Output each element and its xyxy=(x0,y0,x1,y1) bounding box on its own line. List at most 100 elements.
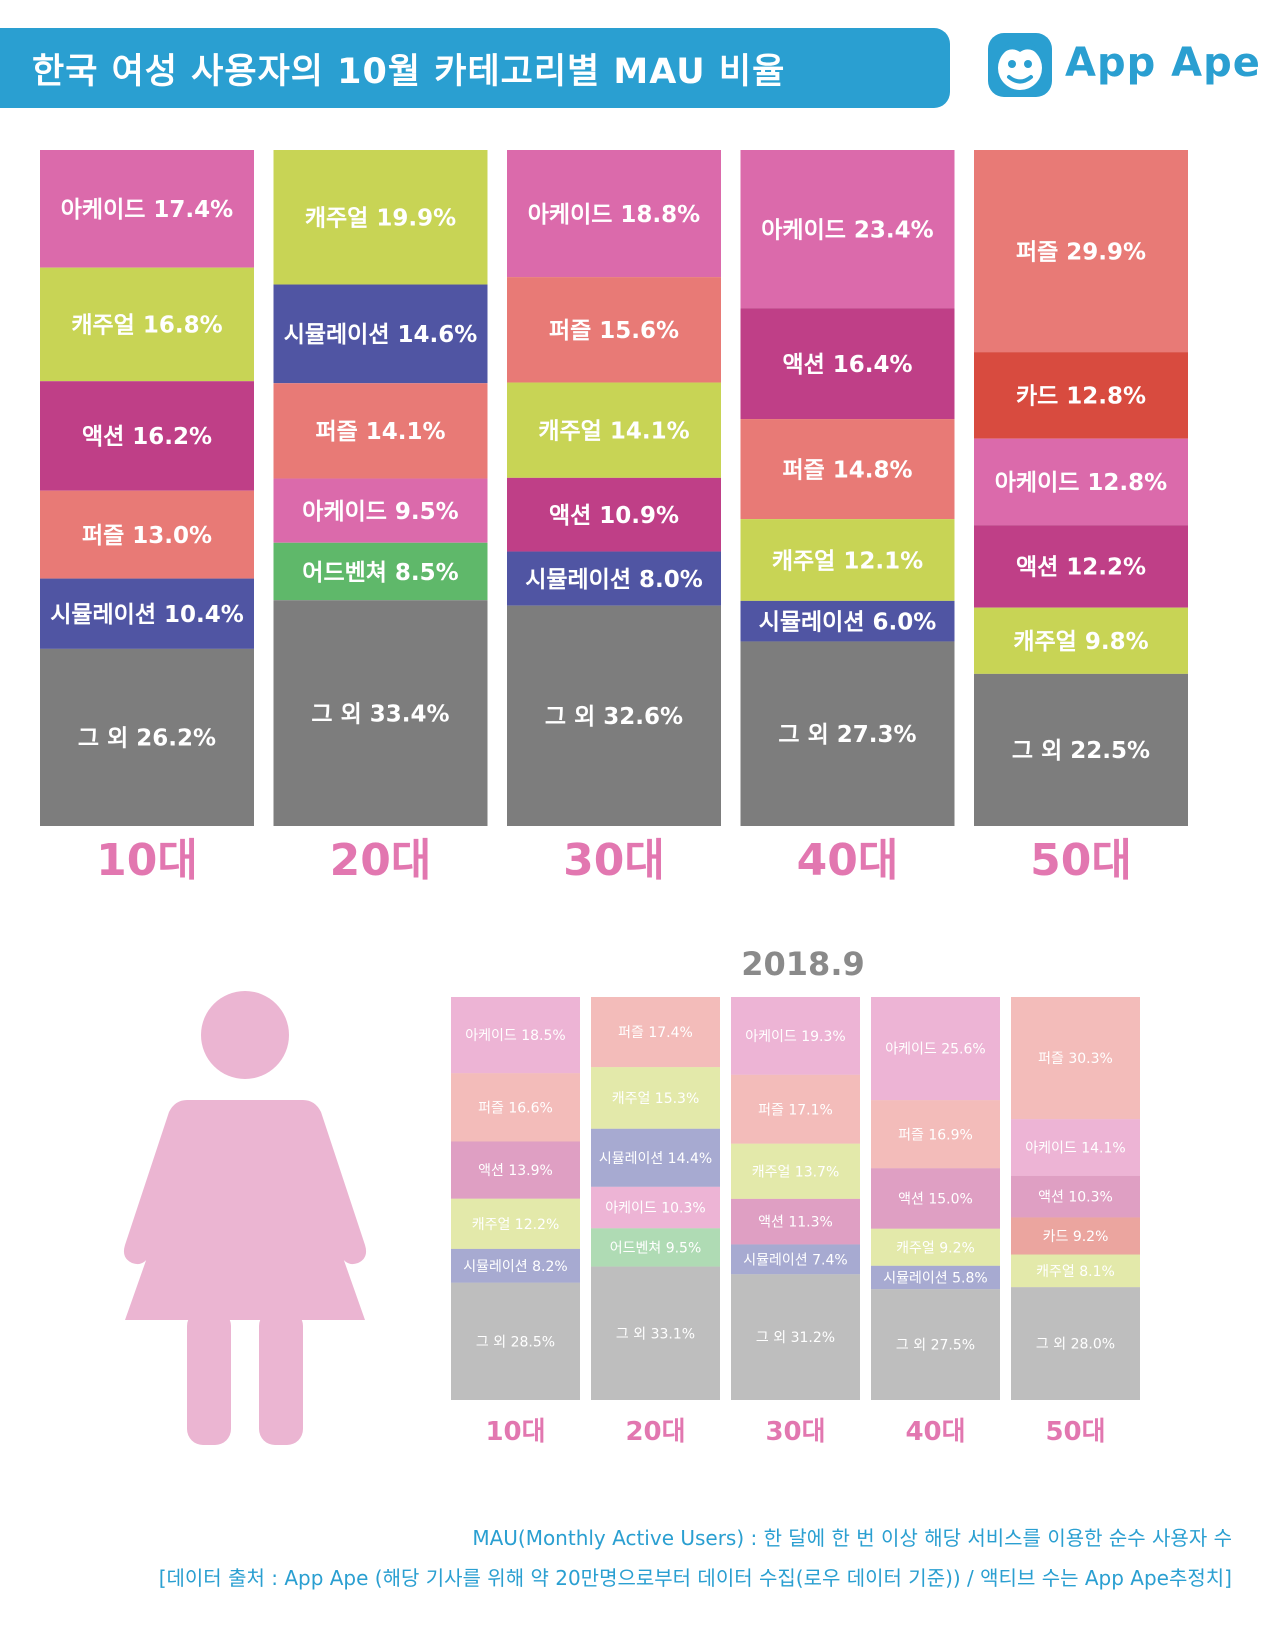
bar-segment xyxy=(507,150,721,278)
bar-segment xyxy=(40,490,254,579)
segment-label: 아케이드 18.5% xyxy=(465,1028,565,1044)
segment-label: 시뮬레이션 14.4% xyxy=(599,1151,712,1167)
segment-label: 시뮬레이션 8.2% xyxy=(463,1259,567,1275)
bar-segment xyxy=(1011,1254,1140,1288)
segment-label: 아케이드 9.5% xyxy=(302,499,458,525)
bar-stack-40대: 아케이드 23.4% 액션 16.4% 퍼즐 14.8% 캐주얼 12.1% 시뮬레이션… xyxy=(740,150,955,826)
bar-segment xyxy=(40,648,254,826)
bar-segment xyxy=(731,1274,860,1400)
bar-segment xyxy=(591,1128,720,1187)
bar-stack-30대: 아케이드 18.8% 퍼즐 15.6% 캐주얼 14.1% 액션 10.9% 시뮬레이션… xyxy=(507,150,721,826)
bar-segment xyxy=(974,673,1188,826)
bar-segment xyxy=(507,277,721,383)
bar-stack-50대: 퍼즐 29.9% 카드 12.8% 아케이드 12.8% 액션 12.2% 캐주얼 9.… xyxy=(974,150,1188,826)
segment-label: 아케이드 12.8% xyxy=(995,470,1167,496)
category-label: 10대 xyxy=(485,1417,545,1447)
segment-label: 그 외 22.5% xyxy=(1012,738,1150,764)
segment-label: 그 외 27.3% xyxy=(778,722,916,748)
bar-segment xyxy=(451,1073,580,1142)
sep-stacked-bar-chart: 2018.9 아케이드 18.5% 퍼즐 16.6% 액션 13.9% 캐주얼 12.2… xyxy=(451,945,1140,1447)
bar-segment xyxy=(871,1289,1000,1400)
segment-label: 퍼즐 17.1% xyxy=(758,1102,833,1118)
bar-stack-30대: 아케이드 19.3% 퍼즐 17.1% 캐주얼 13.7% 액션 11.3% 시뮬레이션… xyxy=(731,997,860,1400)
segment-label: 퍼즐 15.6% xyxy=(549,318,679,344)
segment-label: 아케이드 25.6% xyxy=(885,1042,985,1058)
bar-segment xyxy=(974,352,1188,439)
segment-label: 카드 9.2% xyxy=(1043,1229,1109,1245)
segment-label: 액션 10.9% xyxy=(549,503,679,529)
segment-label: 아케이드 23.4% xyxy=(761,217,933,243)
bar-segment xyxy=(451,1141,580,1199)
segment-label: 캐주얼 8.1% xyxy=(1036,1264,1115,1280)
segment-label: 액션 15.0% xyxy=(898,1192,973,1208)
bar-segment xyxy=(731,1244,860,1275)
bar-stack-20대: 캐주얼 19.9% 시뮬레이션 14.6% 퍼즐 14.1% 아케이드 9.5% 어드벤… xyxy=(273,150,488,826)
bar-segment xyxy=(974,525,1188,608)
woman-figure-icon xyxy=(123,991,367,1445)
bar-stack-10대: 아케이드 17.4% 캐주얼 16.8% 액션 16.2% 퍼즐 13.0% 시뮬레이션… xyxy=(40,150,254,826)
segment-label: 퍼즐 30.3% xyxy=(1038,1051,1113,1067)
bar-segment xyxy=(273,542,488,601)
segment-label: 캐주얼 9.2% xyxy=(896,1240,975,1256)
category-label: 20대 xyxy=(625,1417,685,1447)
footnote-mau: MAU(Monthly Active Users) : 한 달에 한 번 이상 … xyxy=(472,1526,1232,1550)
segment-label: 시뮬레이션 7.4% xyxy=(743,1252,847,1268)
segment-label: 캐주얼 14.1% xyxy=(538,418,689,444)
category-label: 20대 xyxy=(330,835,432,886)
segment-label: 캐주얼 19.9% xyxy=(305,206,456,232)
segment-label: 액션 12.2% xyxy=(1016,555,1146,581)
bar-segment xyxy=(871,1228,1000,1266)
segment-label: 액션 16.4% xyxy=(782,352,912,378)
segment-label: 시뮬레이션 8.0% xyxy=(525,567,703,593)
bar-segment xyxy=(740,600,955,642)
segment-label: 퍼즐 14.1% xyxy=(315,419,445,445)
segment-label: 퍼즐 16.9% xyxy=(898,1127,973,1143)
bar-segment xyxy=(974,438,1188,526)
segment-label: 시뮬레이션 5.8% xyxy=(883,1271,987,1287)
segment-label: 시뮬레이션 14.6% xyxy=(284,322,478,348)
segment-label: 그 외 26.2% xyxy=(78,726,216,752)
segment-label: 그 외 28.5% xyxy=(476,1334,555,1350)
segment-label: 그 외 33.4% xyxy=(311,701,449,727)
category-label: 50대 xyxy=(1045,1417,1105,1447)
monkey-face-icon xyxy=(988,33,1052,97)
bar-segment xyxy=(507,551,721,606)
bar-stack-40대: 아케이드 25.6% 퍼즐 16.9% 액션 15.0% 캐주얼 9.2% 시뮬레이션 … xyxy=(871,997,1000,1400)
bar-segment xyxy=(871,1265,1000,1290)
category-label: 30대 xyxy=(563,835,665,886)
bar-segment xyxy=(731,1074,860,1144)
bar-segment xyxy=(591,1067,720,1129)
bar-segment xyxy=(731,1143,860,1199)
bar-segment xyxy=(871,1168,1000,1229)
main-stacked-bar-chart: 아케이드 17.4% 캐주얼 16.8% 액션 16.2% 퍼즐 13.0% 시뮬레이션… xyxy=(40,150,1188,886)
bar-segment xyxy=(871,997,1000,1101)
bar-segment xyxy=(40,578,254,649)
bar-segment xyxy=(974,150,1188,353)
segment-label: 아케이드 10.3% xyxy=(605,1201,705,1217)
segment-label: 캐주얼 15.3% xyxy=(612,1091,700,1107)
bar-segment xyxy=(1011,1175,1140,1218)
segment-label: 그 외 31.2% xyxy=(756,1330,835,1346)
segment-label: 캐주얼 16.8% xyxy=(71,313,222,339)
segment-label: 아케이드 18.8% xyxy=(528,202,700,228)
segment-label: 캐주얼 9.8% xyxy=(1013,629,1148,655)
bar-segment xyxy=(740,641,955,826)
bar-segment xyxy=(1011,997,1140,1120)
segment-label: 액션 13.9% xyxy=(478,1163,553,1179)
bar-segment xyxy=(451,1198,580,1249)
segment-label: 퍼즐 17.4% xyxy=(618,1025,693,1041)
bar-segment xyxy=(740,419,955,520)
bar-segment xyxy=(507,477,721,552)
bar-segment xyxy=(273,284,488,384)
bar-segment xyxy=(273,478,488,543)
app-ape-logo: App Ape xyxy=(985,30,1260,110)
segment-label: 퍼즐 14.8% xyxy=(782,457,912,483)
segment-label: 그 외 27.5% xyxy=(896,1338,975,1354)
period-label: 2018.9 xyxy=(741,945,864,983)
bar-segment xyxy=(40,150,254,268)
title-banner: 한국 여성 사용자의 10월 카테고리별 MAU 비율 xyxy=(0,28,950,108)
bar-segment xyxy=(507,605,721,826)
category-label: 40대 xyxy=(797,835,899,886)
category-label: 30대 xyxy=(765,1417,825,1447)
category-label: 10대 xyxy=(96,835,198,886)
